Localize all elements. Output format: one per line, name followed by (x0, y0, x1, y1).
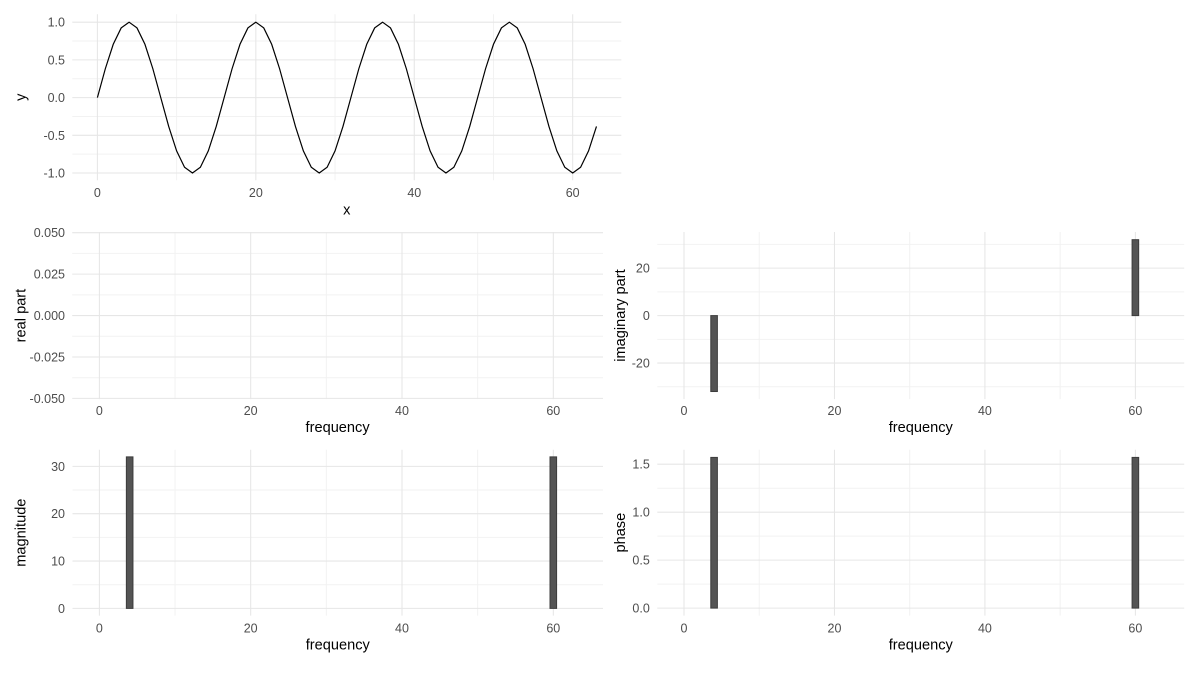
svg-text:60: 60 (1128, 621, 1142, 635)
svg-text:0: 0 (96, 404, 103, 418)
svg-text:magnitude: magnitude (14, 499, 30, 567)
svg-text:real part: real part (14, 289, 30, 343)
svg-text:1.5: 1.5 (632, 458, 649, 472)
svg-text:10: 10 (51, 555, 65, 569)
svg-text:60: 60 (566, 186, 580, 200)
svg-text:0: 0 (94, 186, 101, 200)
svg-text:0: 0 (681, 404, 688, 418)
svg-text:0: 0 (643, 309, 650, 323)
svg-text:1.0: 1.0 (632, 506, 649, 520)
svg-text:0.5: 0.5 (632, 554, 649, 568)
svg-text:0.0: 0.0 (48, 91, 65, 105)
svg-text:frequency: frequency (889, 420, 954, 436)
svg-text:20: 20 (249, 186, 263, 200)
svg-text:0.025: 0.025 (34, 268, 65, 282)
svg-text:20: 20 (828, 404, 842, 418)
svg-text:0: 0 (58, 602, 65, 616)
svg-text:y: y (14, 93, 30, 101)
svg-text:40: 40 (395, 404, 409, 418)
svg-text:20: 20 (244, 621, 258, 635)
svg-text:40: 40 (407, 186, 421, 200)
svg-text:0: 0 (96, 621, 103, 635)
svg-text:-20: -20 (632, 357, 650, 371)
svg-text:frequency: frequency (889, 637, 954, 653)
svg-text:1.0: 1.0 (48, 16, 65, 30)
svg-text:0.0: 0.0 (632, 602, 649, 616)
svg-text:frequency: frequency (306, 420, 371, 436)
svg-text:imaginary part: imaginary part (613, 269, 629, 361)
svg-text:20: 20 (636, 262, 650, 276)
svg-text:30: 30 (51, 460, 65, 474)
svg-text:40: 40 (395, 621, 409, 635)
svg-text:20: 20 (51, 507, 65, 521)
svg-text:0: 0 (681, 621, 688, 635)
svg-text:20: 20 (828, 621, 842, 635)
svg-text:20: 20 (244, 404, 258, 418)
svg-text:frequency: frequency (306, 637, 371, 653)
svg-text:0.050: 0.050 (34, 226, 65, 240)
svg-text:-1.0: -1.0 (43, 167, 65, 181)
svg-text:60: 60 (1128, 404, 1142, 418)
svg-text:x: x (343, 202, 351, 218)
svg-text:phase: phase (613, 513, 629, 553)
svg-text:-0.5: -0.5 (43, 129, 65, 143)
svg-text:40: 40 (978, 404, 992, 418)
svg-text:0.5: 0.5 (48, 53, 65, 67)
svg-text:0.000: 0.000 (34, 309, 65, 323)
svg-text:60: 60 (546, 621, 560, 635)
svg-text:-0.025: -0.025 (30, 350, 65, 364)
svg-text:40: 40 (978, 621, 992, 635)
svg-text:60: 60 (546, 404, 560, 418)
svg-text:-0.050: -0.050 (30, 392, 65, 406)
